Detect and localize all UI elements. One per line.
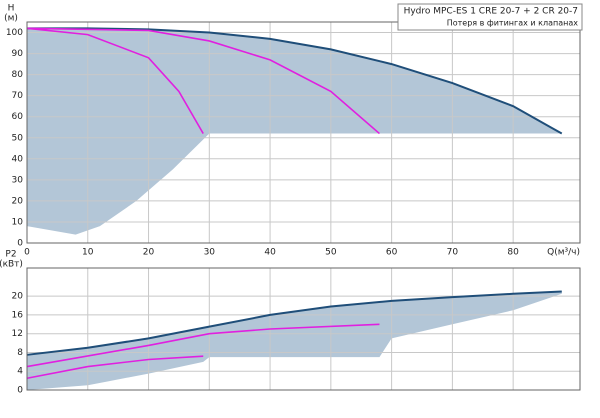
y-tick-label: 10 — [12, 217, 24, 227]
legend-box — [397, 3, 583, 31]
y-tick-label: 30 — [12, 175, 24, 185]
y-tick-label: 0 — [17, 386, 23, 396]
x-tick-label: 40 — [264, 248, 276, 258]
y-axis-label: (м) — [4, 14, 18, 24]
y-axis-label: P2 — [5, 250, 16, 260]
y-tick-label: 4 — [17, 367, 23, 377]
x-tick-label: 50 — [325, 248, 337, 258]
y-tick-label: 12 — [12, 329, 23, 339]
curve — [26, 323, 380, 368]
operating-area — [27, 28, 562, 235]
y-axis-label: (кВт) — [0, 260, 23, 270]
chart-title: Hydro MPC-ES 1 CRE 20-7 + 2 CR 20-7 — [404, 7, 578, 17]
y-axis-label: H — [8, 4, 15, 14]
y-tick-label: 8 — [17, 348, 23, 358]
y-tick-label: 40 — [12, 154, 24, 164]
y-tick-label: 20 — [12, 292, 24, 302]
curve — [26, 290, 562, 356]
x-tick-label: 80 — [507, 248, 519, 258]
y-tick-label: 16 — [12, 310, 24, 320]
y-tick-label: 80 — [12, 70, 24, 80]
plot-frame — [26, 267, 581, 391]
y-tick-label: 20 — [12, 196, 24, 206]
x-tick-label: 0 — [24, 248, 30, 258]
x-axis-label: Q(м³/ч) — [547, 248, 580, 258]
plot-frame — [26, 21, 581, 244]
chart-subtitle: Потеря в фитингах и клапанах — [447, 19, 579, 28]
y-tick-label: 100 — [6, 28, 23, 38]
x-tick-label: 70 — [447, 248, 459, 258]
x-tick-label: 30 — [204, 248, 216, 258]
x-tick-label: 20 — [143, 248, 155, 258]
curve — [27, 27, 563, 135]
y-tick-label: 90 — [12, 49, 24, 59]
y-tick-label: 70 — [12, 91, 24, 101]
curve — [26, 27, 380, 135]
x-tick-label: 10 — [82, 248, 94, 258]
y-tick-label: 60 — [12, 112, 24, 122]
operating-area — [27, 291, 562, 390]
curve — [26, 27, 204, 134]
x-tick-label: 60 — [386, 248, 398, 258]
y-tick-label: 0 — [17, 239, 23, 249]
y-tick-label: 50 — [12, 133, 24, 143]
curve — [26, 355, 204, 380]
